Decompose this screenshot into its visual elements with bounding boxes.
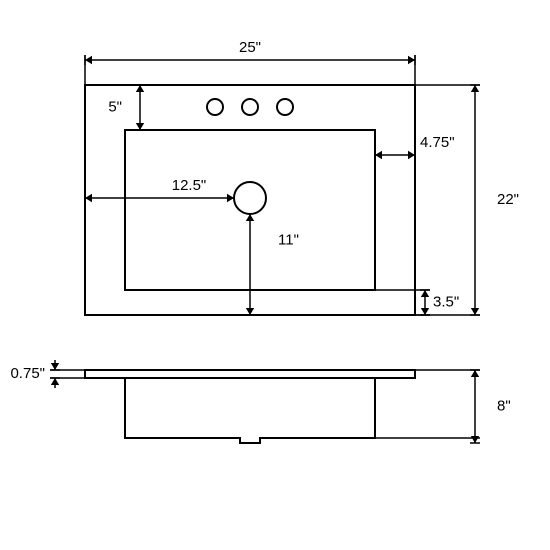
dim-11: 11"	[278, 231, 299, 248]
dim-3-5: 3.5"	[433, 293, 459, 310]
dim-12-5: 12.5"	[172, 177, 207, 194]
dim-22: 22"	[497, 191, 519, 208]
dim-4-75: 4.75"	[420, 134, 455, 151]
sink-dimension-diagram: 25" 22" 8" 5" 12.5" 4.75" 11" 3.5" 0.75"	[0, 0, 550, 550]
dim-25: 25"	[239, 39, 261, 56]
dim-0-75: 0.75"	[10, 365, 45, 382]
dim-8: 8"	[497, 397, 511, 414]
dim-5: 5"	[108, 98, 122, 115]
